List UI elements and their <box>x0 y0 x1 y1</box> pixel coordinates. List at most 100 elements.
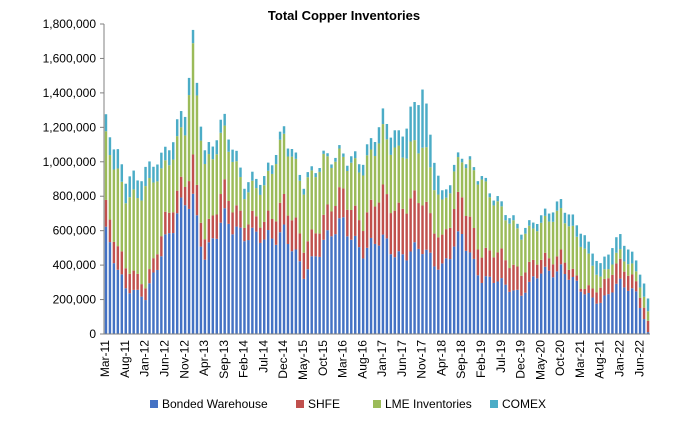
bar-segment-shfe <box>112 241 116 264</box>
bar-segment-shfe <box>290 220 294 252</box>
bar-segment-lme-inventories <box>599 276 602 288</box>
bar-segment-bonded-warehouse <box>409 251 412 334</box>
bar-segment-shfe <box>433 233 436 267</box>
bar-segment-shfe <box>350 209 353 240</box>
bar-segment-comex <box>274 154 278 165</box>
bar-segment-lme-inventories <box>460 162 464 198</box>
bar-segment-bonded-warehouse <box>524 292 527 334</box>
x-tick-label: Aug-11 <box>118 340 132 378</box>
bar-segment-shfe <box>322 214 325 240</box>
bar-segment-bonded-warehouse <box>496 281 499 334</box>
bar-segment-comex <box>136 180 139 199</box>
bar-segment-shfe <box>373 206 377 244</box>
bar-segment-comex <box>480 176 484 180</box>
bar-segment-lme-inventories <box>381 124 385 185</box>
bar-segment-bonded-warehouse <box>310 256 313 334</box>
bar-segment-lme-inventories <box>290 156 294 221</box>
bar-segment-lme-inventories <box>207 154 211 219</box>
bar-segment-lme-inventories <box>199 140 203 223</box>
bar-segment-bonded-warehouse <box>278 232 282 334</box>
bar-segment-bonded-warehouse <box>484 276 488 334</box>
bar-segment-bonded-warehouse <box>642 319 646 334</box>
bar-segment-lme-inventories <box>152 182 155 259</box>
bar-segment-shfe <box>160 236 163 257</box>
bar-segment-bonded-warehouse <box>175 213 179 334</box>
bar-segment-comex <box>627 249 630 265</box>
x-tick-label: May-15 <box>296 340 310 380</box>
bar-segment-shfe <box>263 221 266 240</box>
bar-segment-comex <box>140 181 143 201</box>
bar-segment-comex <box>270 165 274 174</box>
bar-segment-lme-inventories <box>575 236 579 276</box>
bar-segment-comex <box>405 128 408 159</box>
bar-segment-bonded-warehouse <box>468 252 472 334</box>
bar-segment-shfe <box>346 209 349 237</box>
bar-segment-bonded-warehouse <box>512 290 515 334</box>
bar-segment-lme-inventories <box>223 125 226 180</box>
bar-segment-shfe <box>172 212 175 234</box>
bar-segment-lme-inventories <box>623 261 626 272</box>
y-tick-label: 200,000 <box>53 293 97 307</box>
bar-segment-bonded-warehouse <box>160 256 163 334</box>
bar-segment-comex <box>215 140 218 155</box>
bar-segment-bonded-warehouse <box>183 205 187 334</box>
bar-segment-shfe <box>148 269 151 284</box>
bar-segment-shfe <box>555 256 559 272</box>
bar-segment-lme-inventories <box>259 194 262 228</box>
bar-segment-bonded-warehouse <box>389 254 393 334</box>
bar-segment-lme-inventories <box>302 194 306 253</box>
bar-segment-shfe <box>496 252 499 282</box>
bar-segment-comex <box>357 164 361 173</box>
x-tick-label: Feb-14 <box>237 340 251 378</box>
bar-segment-shfe <box>567 269 571 280</box>
bar-segment-comex <box>607 254 610 270</box>
bar-segment-comex <box>132 170 135 190</box>
bar-segment-shfe <box>464 215 468 251</box>
bar-segment-comex <box>579 233 582 247</box>
bar-segment-bonded-warehouse <box>516 289 519 334</box>
bar-segment-lme-inventories <box>354 158 357 206</box>
bar-segment-bonded-warehouse <box>433 266 436 334</box>
bar-segment-shfe <box>251 210 254 228</box>
bar-segment-shfe <box>500 248 503 279</box>
bar-segment-lme-inventories <box>255 188 258 217</box>
bar-segment-comex <box>401 136 404 158</box>
bar-segment-bonded-warehouse <box>108 242 112 334</box>
legend-swatch <box>490 400 498 408</box>
bar-segment-bonded-warehouse <box>227 223 230 334</box>
bar-segment-comex <box>191 29 195 44</box>
bar-segment-shfe <box>104 199 108 227</box>
bar-segment-shfe <box>421 205 424 255</box>
bar-segment-shfe <box>619 258 622 279</box>
bar-segment-bonded-warehouse <box>144 300 147 334</box>
x-tick-label: Oct-15 <box>316 340 330 376</box>
bar-segment-comex <box>603 256 606 270</box>
bar-segment-shfe <box>365 212 369 248</box>
bar-segment-lme-inventories <box>294 158 298 218</box>
bar-segment-lme-inventories <box>559 208 563 250</box>
y-tick-label: 400,000 <box>53 258 97 272</box>
bar-segment-comex <box>393 130 397 148</box>
bar-segment-comex <box>330 164 333 168</box>
bar-segment-bonded-warehouse <box>361 258 365 334</box>
bar-segment-shfe <box>571 268 575 278</box>
bar-segment-shfe <box>377 202 381 246</box>
bar-segment-lme-inventories <box>646 311 650 321</box>
bar-segment-lme-inventories <box>128 197 131 274</box>
bar-segment-comex <box>488 193 491 198</box>
bar-segment-shfe <box>191 154 195 194</box>
bar-segment-bonded-warehouse <box>393 257 397 334</box>
bar-segment-comex <box>532 222 535 229</box>
bar-segment-shfe <box>306 241 309 270</box>
x-tick-label: Dec-19 <box>514 340 528 379</box>
bar-segment-shfe <box>128 273 131 294</box>
bar-segment-comex <box>310 166 313 171</box>
bar-segment-shfe <box>132 270 135 290</box>
bar-segment-bonded-warehouse <box>429 252 432 334</box>
bar-segment-bonded-warehouse <box>322 239 325 334</box>
bar-segment-bonded-warehouse <box>401 254 404 334</box>
bar-segment-shfe <box>445 229 448 259</box>
bar-segment-comex <box>615 237 618 253</box>
y-tick-label: 1,400,000 <box>43 86 97 100</box>
bar-segment-shfe <box>634 281 638 292</box>
